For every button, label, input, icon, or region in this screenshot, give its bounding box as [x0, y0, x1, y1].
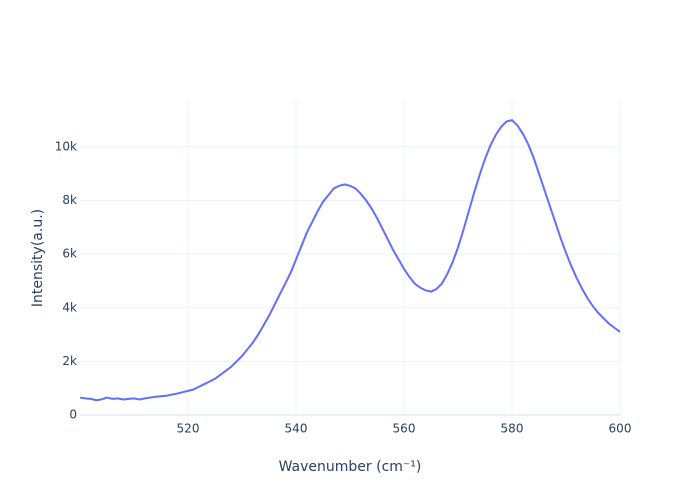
y-tick-label: 6k: [62, 247, 77, 261]
x-tick-label: 520: [177, 422, 200, 436]
x-tick-label: 580: [501, 422, 524, 436]
x-tick-label: 540: [285, 422, 308, 436]
x-tick-label: 600: [609, 422, 632, 436]
y-tick-label: 2k: [62, 354, 77, 368]
x-tick-label: 560: [393, 422, 416, 436]
x-axis-title: Wavenumber (cm⁻¹): [279, 459, 422, 475]
data-line: [79, 119, 621, 402]
y-axis-title: Intensity(a.u.): [30, 209, 46, 307]
y-tick-label: 10k: [55, 139, 77, 153]
y-tick-label: 4k: [62, 300, 77, 314]
y-tick-label: 8k: [62, 193, 77, 207]
y-tick-label: 0: [69, 408, 77, 422]
